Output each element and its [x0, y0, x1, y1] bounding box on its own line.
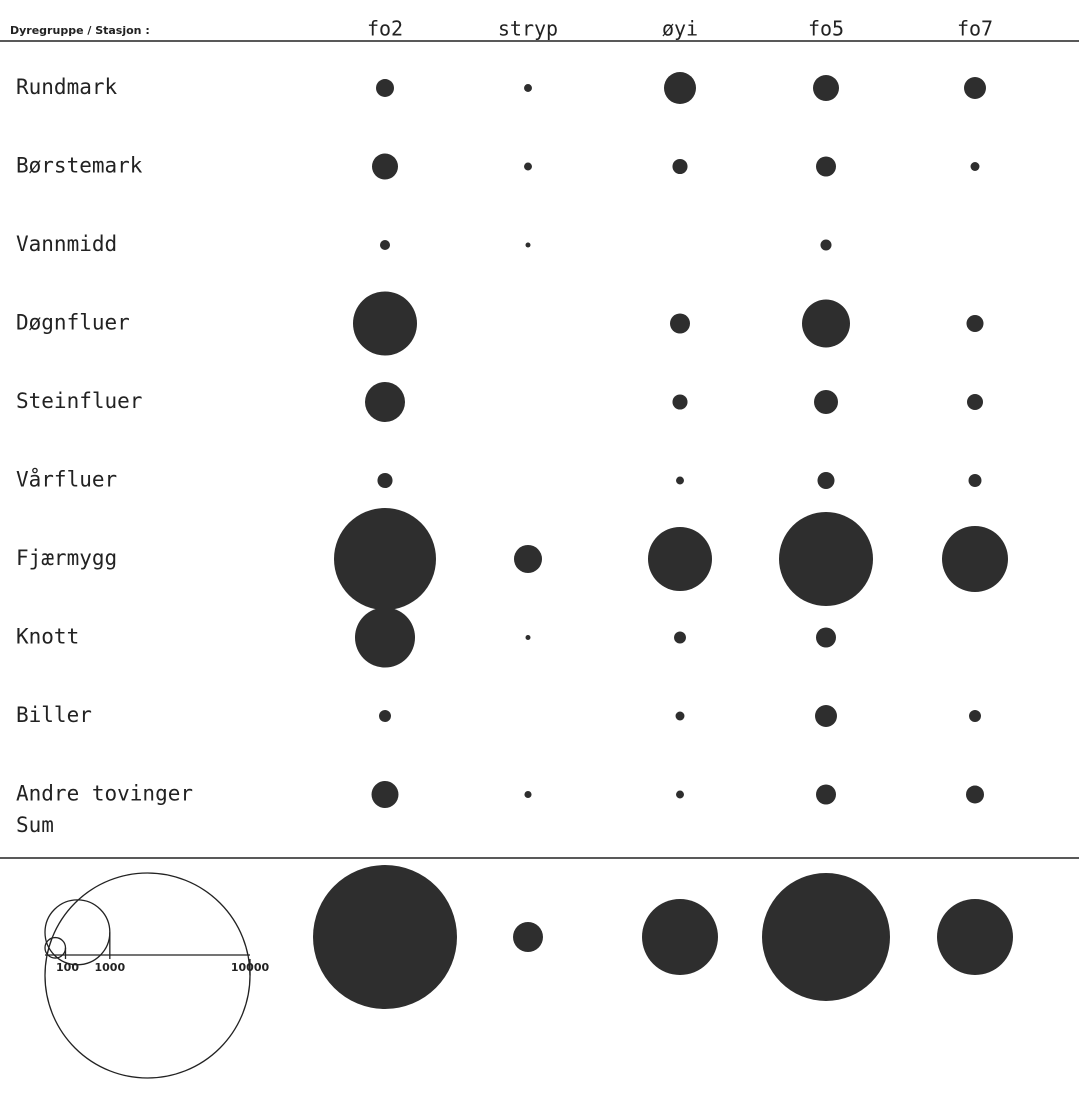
bubble: [817, 471, 835, 490]
bubble: [672, 158, 688, 175]
row-label: Fjærmygg: [16, 546, 117, 570]
bubble: [513, 544, 543, 574]
row-label: Børstemark: [16, 154, 143, 178]
column-label: fo2: [367, 17, 403, 41]
bubble: [966, 393, 984, 411]
bubble: [513, 922, 543, 952]
row-label: Biller: [16, 703, 92, 727]
column-label: øyi: [662, 17, 698, 41]
bubble: [814, 390, 838, 414]
column-label: stryp: [498, 17, 558, 41]
bubble: [371, 153, 399, 180]
row-header: Dyregruppe / Stasjon :: [10, 24, 150, 37]
bubble: [941, 525, 1009, 593]
row-label: Døgnfluer: [16, 311, 130, 335]
row-label: Andre tovinger: [16, 782, 193, 806]
bubble: [676, 476, 684, 485]
bubble: [802, 299, 850, 348]
bubble: [379, 710, 391, 722]
bubble: [964, 77, 986, 99]
bubble: [376, 79, 394, 97]
bubble: [663, 71, 697, 105]
legend-label: 1000: [95, 961, 126, 974]
bubble: [674, 631, 686, 644]
bubble: [647, 526, 713, 592]
bubble: [966, 314, 984, 333]
bubble: [815, 705, 837, 727]
bubble: [525, 242, 531, 248]
bubble: [970, 162, 980, 171]
row-label: Sum: [16, 813, 54, 837]
bubble: [524, 162, 532, 171]
bubble: [672, 394, 688, 410]
bubble: [676, 790, 684, 799]
bubble: [642, 899, 718, 975]
bubble: [525, 634, 531, 641]
column-label: fo5: [808, 17, 844, 41]
row-label: Vannmidd: [16, 232, 117, 256]
bubble: [966, 785, 984, 804]
column-label: fo7: [957, 17, 993, 41]
bubble: [313, 865, 457, 1009]
row-label: Vårfluer: [16, 467, 117, 492]
bubble: [371, 781, 399, 808]
bubble: [379, 239, 391, 251]
bubble: [524, 84, 532, 92]
bubble: [352, 291, 418, 356]
bubble: [354, 607, 416, 668]
bubble: [968, 474, 982, 487]
bubble: [778, 511, 874, 607]
bubble: [675, 711, 685, 721]
bubble: [377, 472, 393, 489]
bubble: [937, 899, 1013, 975]
row-label: Rundmark: [16, 75, 118, 99]
bubble: [524, 790, 532, 799]
row-label: Knott: [16, 625, 79, 649]
row-label: Steinfluer: [16, 389, 142, 413]
bubble: [969, 710, 981, 722]
bubble: [820, 239, 832, 251]
bubble: [812, 74, 840, 102]
bubble: [333, 507, 437, 611]
bubble: [670, 313, 690, 334]
legend-circle: [44, 872, 251, 1079]
bubble: [364, 381, 406, 423]
legend-label: 10000: [231, 961, 270, 974]
bubble: [816, 784, 836, 805]
bubble: [816, 627, 836, 648]
bubble: [762, 873, 890, 1001]
bubble: [816, 156, 836, 177]
